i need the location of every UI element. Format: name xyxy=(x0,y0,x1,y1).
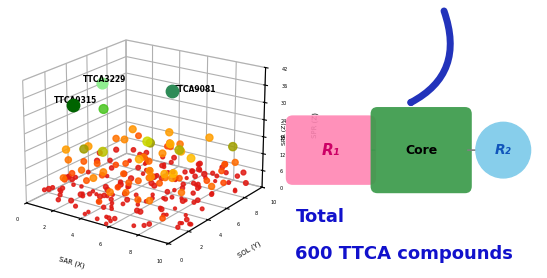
Text: 600 TTCA compounds: 600 TTCA compounds xyxy=(295,245,513,263)
Y-axis label: SOL (Y): SOL (Y) xyxy=(237,240,262,259)
Text: R₂: R₂ xyxy=(495,143,511,157)
Text: Total: Total xyxy=(295,208,345,227)
Circle shape xyxy=(476,122,531,178)
Text: R₁: R₁ xyxy=(322,143,340,158)
FancyArrowPatch shape xyxy=(411,11,450,103)
Text: SPR (Z): SPR (Z) xyxy=(282,122,287,145)
FancyBboxPatch shape xyxy=(286,115,376,185)
X-axis label: SAR (X): SAR (X) xyxy=(58,256,85,269)
Text: Core: Core xyxy=(405,144,437,157)
FancyBboxPatch shape xyxy=(371,107,472,193)
